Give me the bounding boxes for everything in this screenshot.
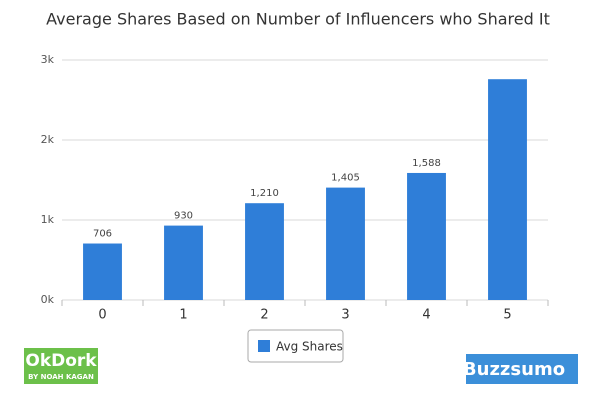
- x-tick-label: 0: [98, 308, 106, 323]
- bar: [326, 187, 365, 300]
- x-tick-label: 2: [260, 308, 268, 323]
- bar: [407, 172, 446, 300]
- bar: [164, 225, 203, 300]
- chart-title: Average Shares Based on Number of Influe…: [46, 10, 550, 29]
- bar: [83, 243, 122, 300]
- bar: [245, 203, 284, 300]
- y-tick-label: 1k: [41, 213, 55, 226]
- x-tick-label: 3: [341, 308, 349, 323]
- legend-swatch: [258, 340, 270, 352]
- value-label: 1,588: [412, 158, 441, 169]
- okdork-sub: BY NOAH KAGAN: [28, 373, 94, 381]
- y-tick-label: 2k: [41, 133, 55, 146]
- x-tick-label: 4: [422, 308, 430, 323]
- y-tick-label: 0k: [41, 293, 55, 306]
- buzzsumo-text: Buzzsumo: [463, 359, 565, 380]
- x-tick-label: 5: [503, 308, 511, 323]
- buzzsumo-logo: [466, 354, 578, 384]
- value-label: 706: [93, 229, 112, 240]
- legend-label: Avg Shares: [276, 340, 343, 354]
- legend-box: [247, 329, 344, 363]
- okdork-text: OkDork: [25, 351, 97, 371]
- okdork-logo: [24, 348, 98, 384]
- bar: [488, 79, 527, 300]
- value-label: 930: [174, 211, 193, 222]
- value-label: 1,210: [250, 188, 279, 199]
- y-tick-label: 3k: [41, 53, 55, 66]
- value-label: 1,405: [331, 173, 360, 184]
- x-tick-label: 1: [179, 308, 187, 323]
